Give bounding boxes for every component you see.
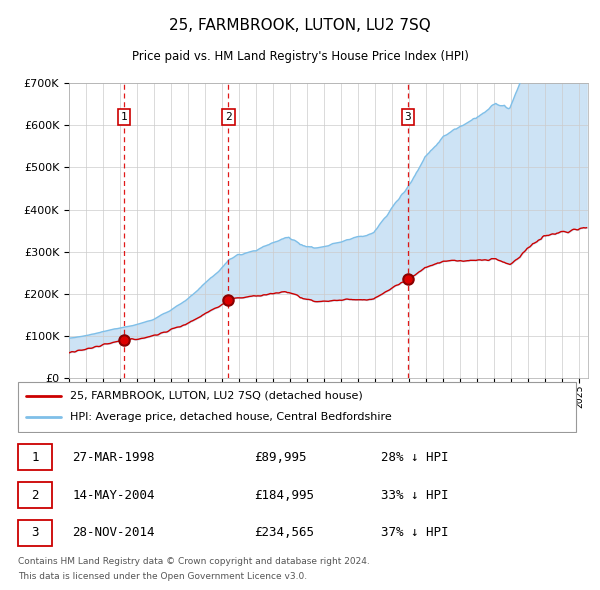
Text: 28% ↓ HPI: 28% ↓ HPI [380,451,448,464]
Text: This data is licensed under the Open Government Licence v3.0.: This data is licensed under the Open Gov… [18,572,307,581]
Text: 3: 3 [31,526,39,539]
Text: 14-MAY-2004: 14-MAY-2004 [73,489,155,502]
Text: 28-NOV-2014: 28-NOV-2014 [73,526,155,539]
Bar [18,520,52,546]
Text: 1: 1 [121,112,127,122]
Text: 2: 2 [225,112,232,122]
Text: 25, FARMBROOK, LUTON, LU2 7SQ: 25, FARMBROOK, LUTON, LU2 7SQ [169,18,431,33]
Text: 27-MAR-1998: 27-MAR-1998 [73,451,155,464]
Bar [18,482,52,508]
Text: Price paid vs. HM Land Registry's House Price Index (HPI): Price paid vs. HM Land Registry's House … [131,50,469,63]
Text: £234,565: £234,565 [254,526,314,539]
Text: 1: 1 [31,451,39,464]
Text: £184,995: £184,995 [254,489,314,502]
Bar [18,444,52,470]
Text: £89,995: £89,995 [254,451,307,464]
Text: Contains HM Land Registry data © Crown copyright and database right 2024.: Contains HM Land Registry data © Crown c… [18,557,370,566]
Text: 33% ↓ HPI: 33% ↓ HPI [380,489,448,502]
Text: 25, FARMBROOK, LUTON, LU2 7SQ (detached house): 25, FARMBROOK, LUTON, LU2 7SQ (detached … [70,391,362,401]
Text: 3: 3 [404,112,411,122]
Text: 2: 2 [31,489,39,502]
Text: 37% ↓ HPI: 37% ↓ HPI [380,526,448,539]
Text: HPI: Average price, detached house, Central Bedfordshire: HPI: Average price, detached house, Cent… [70,412,391,422]
